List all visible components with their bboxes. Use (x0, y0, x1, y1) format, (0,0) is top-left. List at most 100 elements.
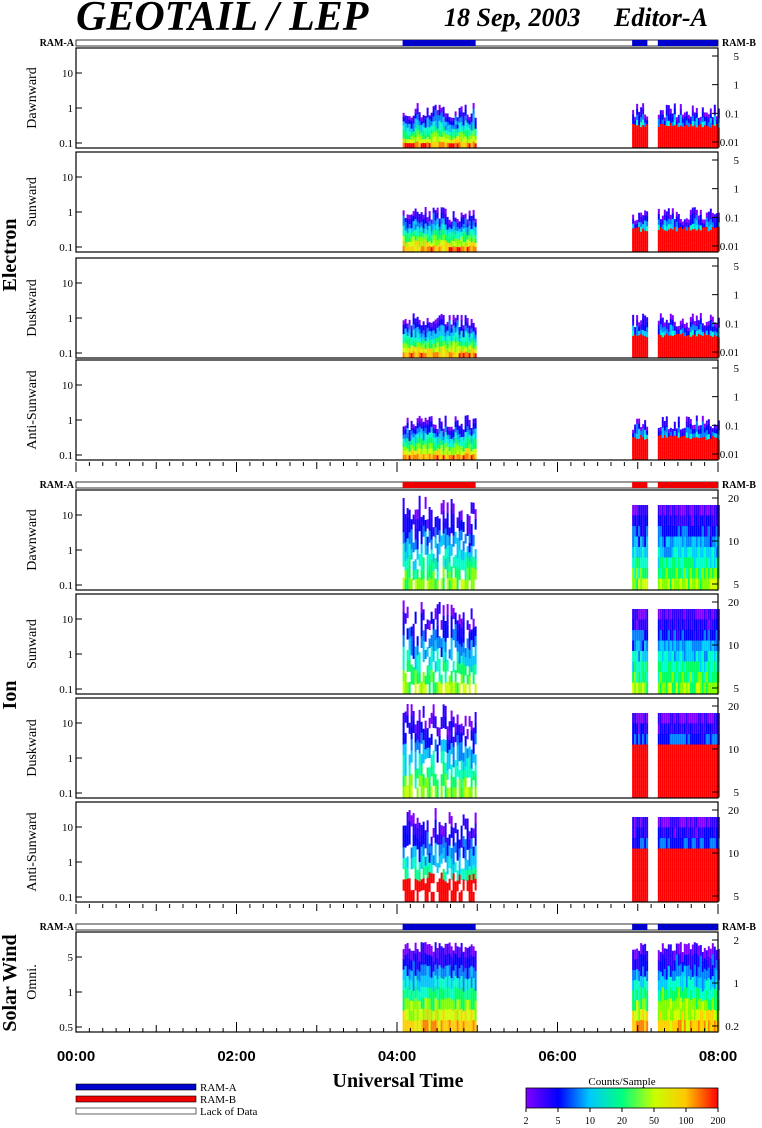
spectrogram-cell (428, 620, 431, 630)
spectrogram-cell (661, 859, 664, 870)
spectrogram-cell (428, 143, 431, 148)
spectrogram-cell (677, 744, 680, 756)
spectrogram-cell (406, 428, 409, 434)
spectrogram-cell (677, 333, 680, 339)
spectrogram-cell (450, 236, 453, 241)
spectrogram-cell (454, 129, 457, 135)
spectrogram-cell (634, 334, 637, 339)
spectrogram-cell (426, 347, 429, 353)
spectrogram-cell (440, 346, 443, 353)
spectrogram-cell (683, 247, 686, 252)
spectrogram-cell (442, 111, 445, 118)
spectrogram-cell (701, 661, 704, 673)
spectrogram-cell (634, 135, 637, 140)
spectrogram-cell (679, 239, 682, 244)
spectrogram-cell (426, 322, 429, 329)
spectrogram-cell (448, 571, 451, 581)
spectrogram-cell (408, 765, 411, 777)
spectrogram-cell (695, 437, 698, 444)
spectrogram-cell (681, 515, 684, 527)
spectrogram-cell (689, 880, 692, 891)
spectrogram-cell (642, 215, 645, 221)
spectrogram-cell (671, 578, 674, 590)
spectrogram-cell (466, 514, 469, 526)
spectrogram-cell (638, 859, 641, 870)
spectrogram-cell (436, 979, 439, 991)
spectrogram-cell (422, 445, 425, 451)
spectrogram-cell (422, 630, 425, 642)
spectrogram-cell (681, 723, 684, 735)
spectrogram-cell (699, 120, 702, 125)
spectrogram-cell (675, 848, 678, 860)
spectrogram-cell (636, 734, 639, 745)
spectrogram-cell (683, 336, 686, 342)
spectrogram-cell (687, 134, 690, 140)
spectrogram-cell (434, 104, 437, 111)
spectrogram-cell (412, 428, 415, 434)
spectrogram-cell (436, 958, 439, 970)
spectrogram-cell (691, 890, 694, 902)
spectrogram-cell (418, 415, 421, 422)
spectrogram-cell (687, 422, 690, 428)
spectrogram-cell (442, 131, 445, 138)
spectrogram-cell (466, 453, 469, 460)
spectrogram-cell (436, 229, 439, 236)
spectrogram-cell (450, 128, 453, 133)
spectrogram-cell (460, 445, 463, 451)
spectrogram-cell (424, 229, 427, 236)
spectrogram-cell (671, 547, 674, 558)
right-tick-label: 5 (734, 363, 740, 375)
spectrogram-cell (642, 609, 645, 620)
spectrogram-cell (717, 322, 720, 329)
spectrogram-cell (669, 346, 672, 353)
spectrogram-cell (450, 438, 453, 444)
spectrogram-cell (454, 891, 457, 902)
spectrogram-cell (683, 786, 686, 798)
spectrogram-cell (464, 736, 467, 747)
spectrogram-cell (703, 441, 706, 447)
spectrogram-cell (464, 666, 467, 676)
spectrogram-cell (695, 880, 698, 891)
spectrogram-cell (420, 226, 423, 233)
spectrogram-cell (454, 225, 457, 231)
spectrogram-cell (671, 838, 674, 849)
spectrogram-cell (685, 115, 688, 121)
spectrogram-cell (695, 320, 698, 327)
spectrogram-cell (442, 443, 445, 449)
spectrogram-cell (667, 234, 670, 241)
spectrogram-cell (703, 755, 706, 766)
spectrogram-cell (442, 879, 445, 891)
spectrogram-cell (442, 234, 445, 241)
spectrogram-cell (661, 448, 664, 455)
spectrogram-cell (424, 223, 427, 230)
spectrogram-cell (703, 880, 706, 891)
spectrogram-cell (677, 329, 680, 335)
spectrogram-cell (681, 436, 684, 441)
spectrogram-cell (699, 817, 702, 828)
spectrogram-cell (428, 453, 431, 460)
spectrogram-cell (669, 123, 672, 129)
spectrogram-cell (412, 835, 415, 847)
spectrogram-cell (715, 744, 718, 756)
spectrogram-cell (695, 117, 698, 124)
spectrogram-cell (416, 341, 419, 348)
spectrogram-cell (638, 326, 641, 332)
spectrogram-cell (632, 433, 635, 438)
right-tick-label: 5 (734, 891, 740, 903)
spectrogram-cell (697, 219, 700, 225)
spectrogram-cell (659, 351, 662, 358)
spectrogram-cell (638, 515, 641, 527)
spectrogram-cell (713, 136, 716, 143)
spectrogram-cell (632, 557, 635, 569)
spectrogram-cell (466, 437, 469, 444)
spectrogram-cell (432, 121, 435, 128)
spectrogram-cell (402, 723, 405, 735)
spectrogram-cell (446, 454, 449, 460)
spectrogram-cell (663, 245, 666, 252)
spectrogram-cell (444, 1020, 447, 1032)
spectrogram-cell (418, 554, 421, 567)
spectrogram-cell (683, 439, 686, 444)
spectrogram-cell (679, 440, 682, 445)
spectrogram-cell (458, 338, 461, 343)
spectrogram-cell (430, 125, 433, 131)
